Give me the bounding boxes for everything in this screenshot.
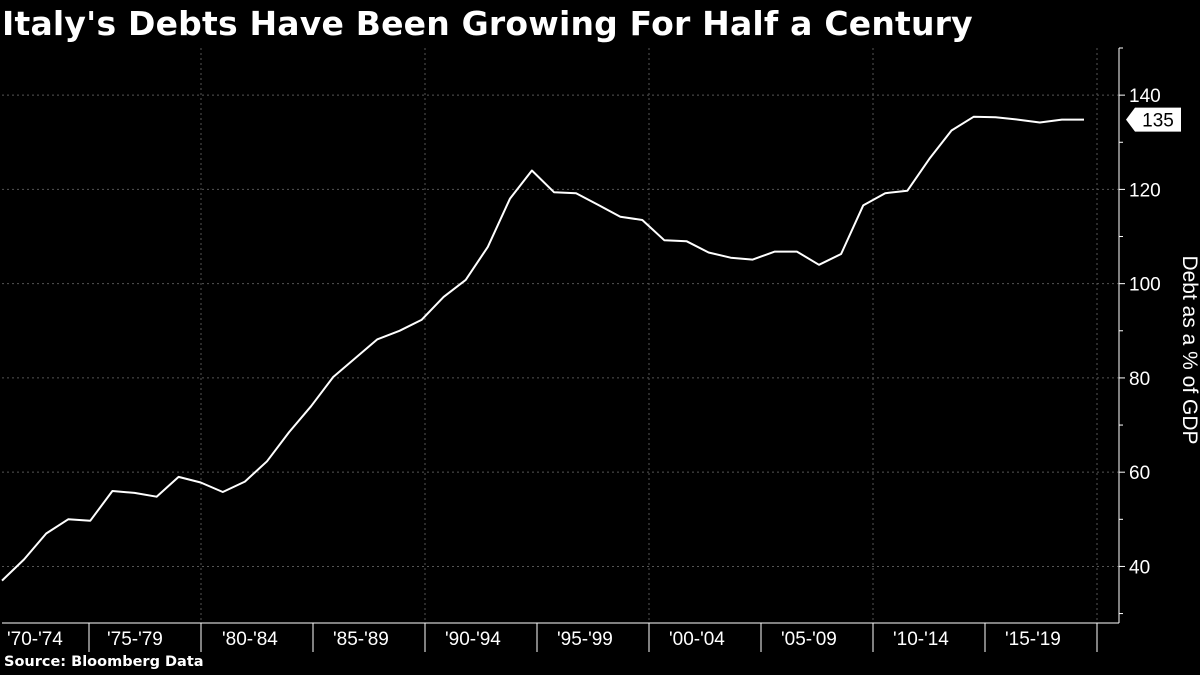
x-tick-label: '05-'09	[781, 629, 837, 650]
debt-line	[1, 115, 1084, 582]
last-value-label: 135	[1142, 111, 1174, 132]
chart-title: Italy's Debts Have Been Growing For Half…	[2, 4, 973, 43]
y-tick-label: 80	[1129, 369, 1150, 390]
x-tick-label: '10-'14	[893, 629, 949, 650]
x-tick-label: '95-'99	[557, 629, 613, 650]
y-axis-label: Debt as a % of GDP	[1178, 255, 1200, 444]
last-value-flag: 135	[1126, 107, 1181, 132]
x-tick-label: '75-'79	[107, 629, 163, 650]
x-tick-label: '85-'89	[333, 629, 389, 650]
x-tick-label: '15-'19	[1005, 629, 1061, 650]
x-tick-label: '70-'74	[7, 629, 63, 650]
axes	[2, 47, 1125, 652]
x-tick-label: '90-'94	[445, 629, 501, 650]
x-tick-labels: '70-'74 '75-'79 '80-'84 '85-'89 '90-'94 '95-'…	[7, 629, 1061, 650]
y-tick-label: 60	[1129, 463, 1150, 484]
x-tick-label: '80-'84	[222, 629, 278, 650]
y-tick-label: 120	[1129, 180, 1161, 201]
y-tick-labels: 40 60 80 100 120 140	[1129, 86, 1161, 578]
y-tick-label: 100	[1129, 275, 1161, 296]
y-tick-label: 140	[1129, 86, 1161, 107]
grid-lines	[2, 48, 1119, 623]
source-note: Source: Bloomberg Data	[4, 654, 204, 670]
last-value-flag-shape	[1126, 107, 1181, 132]
y-tick-label: 40	[1129, 557, 1150, 578]
x-tick-label: '00-'04	[669, 629, 725, 650]
